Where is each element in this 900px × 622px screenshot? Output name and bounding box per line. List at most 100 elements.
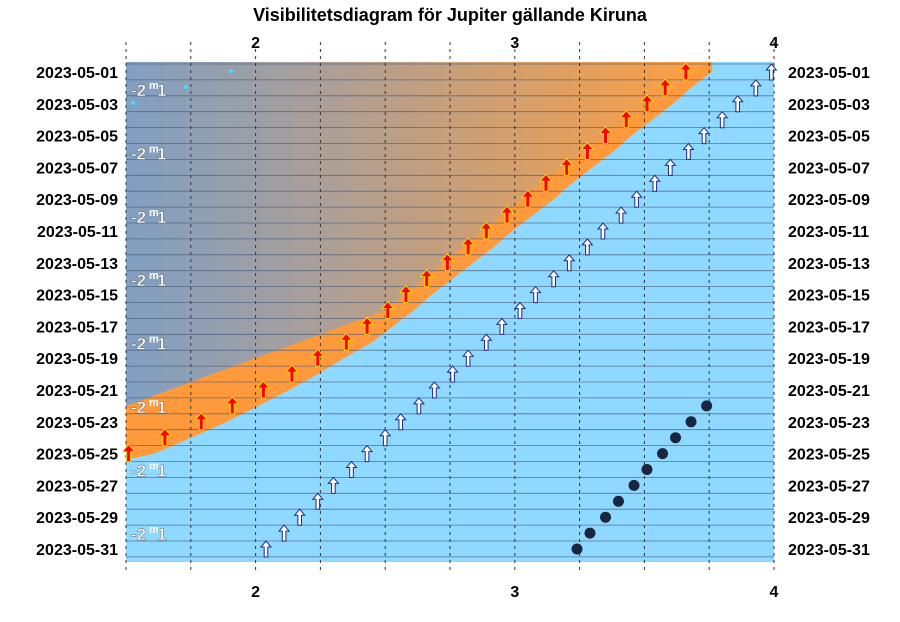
star-dot (131, 101, 135, 105)
rise-arrow (639, 94, 655, 113)
rise-arrow-shape (580, 141, 595, 160)
rise-arrow-shape (520, 189, 535, 208)
rise-arrow (499, 205, 515, 224)
data-dot (657, 448, 669, 460)
rise-arrow-shape (678, 62, 693, 81)
date-label-left: 2023-05-15 (36, 288, 118, 305)
date-label-right: 2023-05-27 (788, 478, 870, 495)
magnitude-tail: 1 (157, 144, 166, 163)
date-label-right: 2023-05-13 (788, 256, 870, 273)
rise-arrow-shape (479, 221, 494, 240)
magnitude-label: -2 (131, 208, 146, 227)
transit-arrow (480, 333, 493, 351)
transit-arrow (379, 428, 392, 447)
x-tick-top: 4 (770, 35, 779, 52)
data-dot (600, 511, 612, 523)
transit-arrow (682, 142, 695, 160)
rise-arrow (380, 300, 395, 319)
rise-arrow-shape (157, 427, 172, 447)
rise-arrow-shape (256, 380, 271, 399)
transit-arrow-shape (682, 142, 695, 160)
transit-arrow-shape (513, 301, 527, 319)
transit-arrow-shape (547, 269, 560, 288)
magnitude-sup: m (149, 334, 159, 346)
rise-arrow (580, 141, 595, 160)
twilight-edge (154, 72, 734, 454)
magnitude-sup: m (149, 143, 159, 155)
transit-arrow-shape (529, 285, 542, 304)
x-tick-labels: 2 2 3 3 4 4 (251, 35, 778, 601)
data-dot (641, 464, 653, 475)
transit-arrow-shape (293, 508, 306, 526)
rise-arrows (121, 62, 693, 463)
transit-arrow-shape (394, 413, 407, 431)
rise-arrow (538, 173, 553, 192)
magnitude-label: -2 (131, 144, 146, 163)
date-label-left: 2023-05-01 (36, 65, 118, 82)
transit-arrow (563, 254, 576, 272)
date-label-left: 2023-05-27 (36, 478, 118, 495)
rise-arrow (479, 221, 494, 240)
date-label-right: 2023-05-15 (788, 288, 870, 305)
magnitude-label: -2 (131, 398, 146, 417)
rise-arrow-shape (538, 173, 553, 192)
data-dot (701, 400, 713, 412)
magnitude-label: -2 (131, 335, 146, 354)
transit-arrow-shape (446, 365, 459, 383)
transit-arrow (311, 492, 324, 510)
transit-arrow (513, 301, 527, 319)
dots (571, 400, 713, 555)
magnitude-label: -2 (131, 81, 146, 100)
magnitude-tail: 1 (157, 208, 166, 227)
date-labels: 2023-05-01 2023-05-01 2023-05-03 2023-05-03… (36, 65, 870, 559)
transit-arrow (581, 238, 594, 256)
rise-arrow-shape (284, 364, 299, 383)
date-label-right: 2023-05-05 (788, 129, 870, 146)
transit-arrow-shape (278, 524, 291, 542)
date-label-right: 2023-05-31 (788, 542, 870, 559)
night-region (126, 62, 710, 406)
rise-arrow (225, 396, 240, 415)
magnitude-sup: m (149, 397, 159, 409)
transit-arrow-shape (412, 397, 425, 415)
date-label-left: 2023-05-17 (36, 319, 118, 336)
date-label-left: 2023-05-13 (36, 256, 118, 273)
transit-arrow-shape (259, 540, 273, 558)
rise-arrow-shape (194, 412, 209, 431)
transit-arrow (412, 397, 425, 415)
transit-arrow (360, 444, 374, 463)
rise-arrow (559, 157, 574, 176)
date-label-right: 2023-05-01 (788, 65, 870, 82)
rise-arrow (619, 109, 634, 129)
transit-arrow-shape (697, 126, 711, 145)
transit-arrow (615, 206, 628, 224)
transit-arrow (278, 524, 291, 542)
x-tick-top: 2 (251, 35, 260, 52)
date-label-left: 2023-05-19 (36, 351, 118, 368)
transit-arrow (596, 222, 609, 240)
data-dot (612, 495, 624, 507)
transit-arrow (259, 540, 273, 558)
rise-arrow (359, 316, 375, 335)
rise-arrow-shape (310, 348, 325, 367)
date-label-right: 2023-05-29 (788, 510, 870, 527)
rise-arrow (284, 364, 299, 383)
transit-arrow-shape (765, 63, 778, 81)
transit-arrow-shape (495, 317, 508, 335)
transit-arrow-shape (648, 174, 661, 192)
transit-arrow (716, 110, 729, 129)
date-label-left: 2023-05-05 (36, 129, 118, 146)
transit-arrow-shape (360, 444, 374, 463)
date-label-left: 2023-05-21 (36, 383, 118, 400)
date-label-left: 2023-05-03 (36, 97, 118, 114)
transit-arrow (765, 63, 778, 81)
rise-arrow-shape (359, 316, 375, 335)
magnitude-tail: 1 (157, 271, 166, 290)
rise-arrow (419, 268, 434, 288)
transit-arrow (648, 174, 661, 192)
rise-arrow-shape (658, 78, 673, 97)
transit-arrow-shape (379, 428, 392, 447)
rise-arrow (658, 78, 673, 97)
background-bands (126, 62, 774, 562)
